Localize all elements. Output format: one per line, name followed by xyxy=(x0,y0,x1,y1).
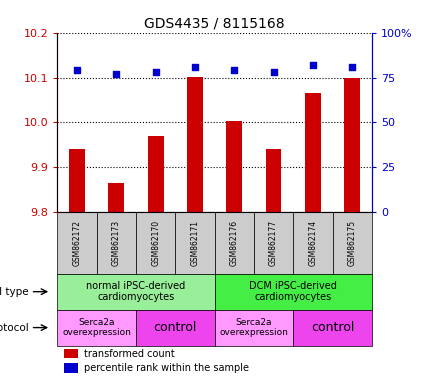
Point xyxy=(270,69,277,75)
Text: cell type: cell type xyxy=(0,287,29,297)
Bar xyxy=(187,77,203,212)
Text: control: control xyxy=(311,321,354,334)
Text: GSM862175: GSM862175 xyxy=(348,220,357,266)
FancyBboxPatch shape xyxy=(136,212,175,274)
Point xyxy=(152,69,159,75)
Text: percentile rank within the sample: percentile rank within the sample xyxy=(84,363,249,373)
Text: GSM862170: GSM862170 xyxy=(151,220,160,266)
Bar xyxy=(64,349,78,359)
FancyBboxPatch shape xyxy=(215,310,293,346)
Text: normal iPSC-derived
cardiomyocytes: normal iPSC-derived cardiomyocytes xyxy=(86,281,186,303)
Point xyxy=(74,67,80,73)
Text: GSM862176: GSM862176 xyxy=(230,220,239,266)
Bar xyxy=(69,149,85,212)
Title: GDS4435 / 8115168: GDS4435 / 8115168 xyxy=(144,16,285,30)
Text: GSM862174: GSM862174 xyxy=(309,220,317,266)
FancyBboxPatch shape xyxy=(215,212,254,274)
Bar xyxy=(344,78,360,212)
Bar xyxy=(266,149,281,212)
FancyBboxPatch shape xyxy=(57,274,215,310)
Text: GSM862173: GSM862173 xyxy=(112,220,121,266)
FancyBboxPatch shape xyxy=(57,310,136,346)
Text: control: control xyxy=(153,321,197,334)
Point xyxy=(309,62,316,68)
Bar xyxy=(305,93,321,212)
FancyBboxPatch shape xyxy=(96,212,136,274)
Text: protocol: protocol xyxy=(0,323,29,333)
FancyBboxPatch shape xyxy=(332,212,372,274)
Text: DCM iPSC-derived
cardiomyocytes: DCM iPSC-derived cardiomyocytes xyxy=(249,281,337,303)
FancyBboxPatch shape xyxy=(136,310,215,346)
Text: GSM862171: GSM862171 xyxy=(190,220,199,266)
Text: GSM862172: GSM862172 xyxy=(73,220,82,266)
Bar xyxy=(148,136,164,212)
Bar xyxy=(64,363,78,373)
Text: Serca2a
overexpression: Serca2a overexpression xyxy=(62,318,131,337)
Point xyxy=(113,71,120,77)
Point xyxy=(231,67,238,73)
Text: transformed count: transformed count xyxy=(84,349,175,359)
Bar xyxy=(227,121,242,212)
FancyBboxPatch shape xyxy=(215,274,372,310)
FancyBboxPatch shape xyxy=(254,212,293,274)
FancyBboxPatch shape xyxy=(293,212,332,274)
Point xyxy=(349,64,356,70)
Text: GSM862177: GSM862177 xyxy=(269,220,278,266)
FancyBboxPatch shape xyxy=(175,212,215,274)
Point xyxy=(192,64,198,70)
Bar xyxy=(108,183,124,212)
FancyBboxPatch shape xyxy=(293,310,372,346)
FancyBboxPatch shape xyxy=(57,212,96,274)
Text: Serca2a
overexpression: Serca2a overexpression xyxy=(219,318,289,337)
